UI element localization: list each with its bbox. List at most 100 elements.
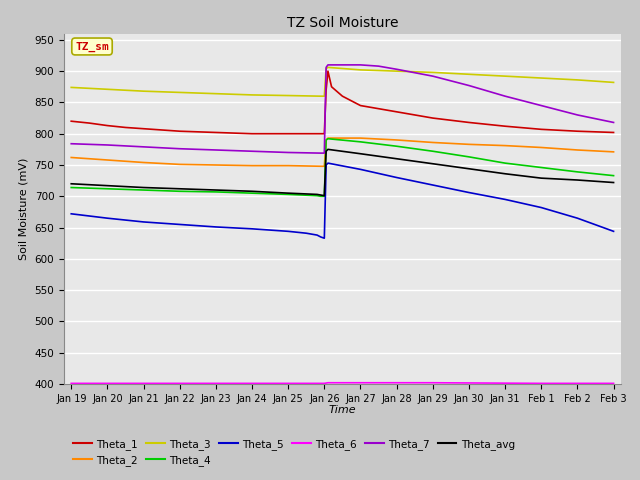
Theta_5	[573, 216, 581, 221]
Theta_4	[465, 154, 473, 160]
Theta_1	[339, 93, 346, 99]
Theta_avg	[393, 156, 401, 162]
Theta_avg	[610, 180, 618, 185]
Theta_3	[67, 84, 75, 90]
Theta_avg	[248, 188, 256, 194]
Theta_7	[339, 62, 346, 68]
Theta_1	[356, 103, 364, 108]
Theta_2	[284, 163, 292, 168]
Theta_5	[610, 228, 618, 234]
Theta_4	[313, 193, 321, 199]
Legend: Theta_1, Theta_2, Theta_3, Theta_4, Theta_5, Theta_6, Theta_7, Theta_avg: Theta_1, Theta_2, Theta_3, Theta_4, Thet…	[69, 435, 519, 470]
Theta_avg	[573, 177, 581, 183]
Theta_1	[140, 126, 147, 132]
Theta_4	[323, 137, 330, 143]
Theta_avg	[284, 190, 292, 196]
Theta_7	[356, 62, 364, 68]
Line: Theta_4: Theta_4	[71, 139, 614, 196]
Theta_7	[501, 93, 509, 99]
Theta_5	[176, 222, 184, 228]
Theta_1	[122, 125, 129, 131]
Theta_5	[140, 219, 147, 225]
Theta_5	[393, 175, 401, 180]
Theta_2	[67, 155, 75, 160]
Theta_5	[538, 204, 545, 210]
Theta_7	[465, 83, 473, 88]
Theta_6	[284, 381, 292, 386]
Theta_7	[429, 73, 436, 79]
Theta_avg	[104, 183, 111, 189]
Line: Theta_3: Theta_3	[71, 67, 614, 96]
Theta_4	[317, 193, 324, 199]
Theta_1	[610, 130, 618, 135]
Theta_7	[324, 62, 332, 68]
Theta_3	[393, 68, 401, 74]
Theta_4	[248, 190, 256, 196]
Theta_2	[104, 157, 111, 163]
Theta_7	[393, 66, 401, 72]
Theta_2	[573, 147, 581, 153]
Theta_avg	[538, 175, 545, 181]
Theta_avg	[321, 193, 328, 199]
Theta_3	[501, 73, 509, 79]
Theta_4	[67, 185, 75, 191]
Theta_5	[321, 235, 328, 241]
Line: Theta_5: Theta_5	[71, 163, 614, 238]
X-axis label: Time: Time	[328, 405, 356, 415]
Line: Theta_6: Theta_6	[71, 383, 614, 384]
Theta_1	[321, 131, 328, 137]
Theta_4	[573, 169, 581, 175]
Theta_1	[313, 131, 321, 137]
Theta_1	[429, 115, 436, 121]
Theta_5	[429, 182, 436, 188]
Line: Theta_7: Theta_7	[71, 65, 614, 153]
Theta_4	[610, 173, 618, 179]
Theta_1	[176, 128, 184, 134]
Theta_6	[321, 381, 328, 386]
Theta_1	[324, 68, 332, 74]
Theta_5	[317, 234, 324, 240]
Theta_4	[140, 187, 147, 193]
Theta_1	[393, 109, 401, 115]
Theta_6	[538, 381, 545, 386]
Theta_6	[610, 381, 618, 386]
Theta_2	[429, 140, 436, 145]
Theta_7	[212, 147, 220, 153]
Theta_avg	[323, 148, 330, 154]
Theta_3	[248, 92, 256, 98]
Theta_4	[538, 165, 545, 170]
Theta_2	[501, 143, 509, 148]
Theta_3	[140, 88, 147, 94]
Theta_3	[212, 91, 220, 96]
Line: Theta_avg: Theta_avg	[71, 149, 614, 196]
Theta_6	[176, 381, 184, 386]
Theta_5	[324, 160, 332, 166]
Theta_1	[284, 131, 292, 137]
Theta_4	[356, 139, 364, 145]
Theta_2	[356, 135, 364, 141]
Theta_1	[212, 130, 220, 135]
Theta_avg	[67, 181, 75, 187]
Theta_avg	[317, 192, 324, 198]
Theta_1	[328, 84, 335, 90]
Theta_2	[140, 160, 147, 166]
Theta_4	[104, 186, 111, 192]
Theta_avg	[140, 185, 147, 191]
Theta_5	[248, 226, 256, 232]
Theta_1	[501, 123, 509, 129]
Theta_avg	[212, 187, 220, 193]
Text: TZ_sm: TZ_sm	[75, 41, 109, 51]
Theta_1	[317, 131, 324, 137]
Theta_1	[86, 120, 93, 126]
Theta_5	[465, 190, 473, 195]
Theta_7	[248, 148, 256, 154]
Theta_1	[323, 87, 330, 93]
Theta_6	[324, 380, 332, 385]
Theta_2	[465, 142, 473, 147]
Theta_3	[323, 66, 330, 72]
Theta_7	[323, 64, 330, 70]
Theta_2	[321, 163, 328, 169]
Theta_2	[324, 135, 332, 141]
Theta_7	[538, 103, 545, 108]
Theta_7	[374, 63, 382, 69]
